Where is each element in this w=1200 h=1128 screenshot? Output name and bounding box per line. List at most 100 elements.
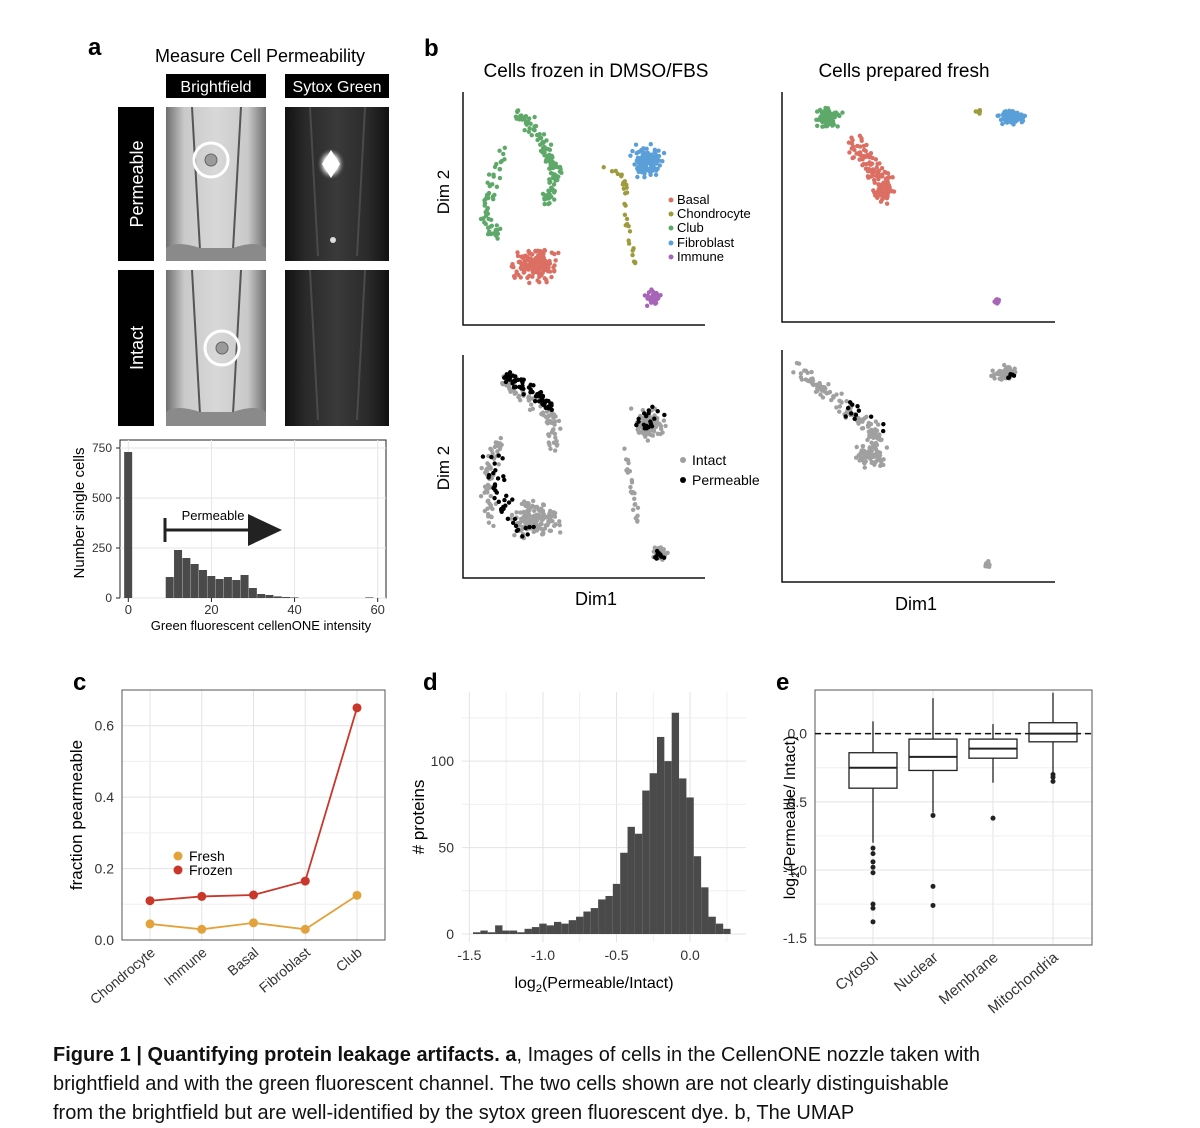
- umap-point-club: [547, 201, 552, 206]
- y-tick-label: 0.2: [95, 861, 115, 877]
- umap-point-club: [529, 132, 534, 138]
- series-point: [145, 896, 155, 906]
- umap-point-intact: [485, 511, 491, 517]
- box-body: [848, 752, 898, 789]
- umap-point-fibroblast: [635, 166, 640, 171]
- umap-point-intact: [867, 452, 872, 457]
- umap-point-fibroblast: [645, 161, 650, 166]
- umap-point-intact: [529, 504, 535, 509]
- umap-point-fibroblast: [660, 158, 665, 164]
- umap-point-club: [551, 182, 557, 187]
- umap-point-fibroblast: [654, 168, 659, 173]
- umap-point-basal: [875, 161, 880, 167]
- umap-point-basal: [882, 169, 887, 175]
- series-point: [300, 924, 310, 934]
- umap-point-fibroblast: [639, 156, 644, 162]
- umap-point-basal: [553, 258, 558, 263]
- hist-bar: [693, 856, 702, 934]
- permeability-legend: Intact Permeable: [680, 452, 760, 488]
- umap-point-intact: [810, 381, 815, 387]
- umap-point-permeable: [515, 527, 521, 533]
- umap-point-basal: [537, 279, 542, 285]
- legend-label: Frozen: [189, 862, 233, 878]
- umap-xlabel-left: Dim1: [575, 589, 617, 609]
- umap-point-club: [542, 201, 547, 207]
- umap-point-intact: [629, 477, 635, 483]
- umap-point-intact: [820, 395, 826, 400]
- hist-bar: [124, 452, 133, 598]
- umap-point-intact: [498, 435, 503, 441]
- umap-point-permeable: [502, 497, 507, 503]
- umap-point-club: [523, 114, 529, 119]
- hist-bar: [165, 577, 174, 598]
- umap-title-fresh: Cells prepared fresh: [818, 61, 989, 82]
- umap-point-club: [485, 232, 491, 237]
- umap-point-club: [542, 197, 547, 202]
- umap-point-basal: [847, 150, 852, 155]
- umap-point-intact: [531, 508, 537, 514]
- umap-point-basal: [861, 147, 867, 153]
- umap-point-club: [540, 140, 545, 146]
- legend-club: Club: [677, 220, 704, 235]
- umap-point-intact: [496, 462, 501, 467]
- umap-point-intact: [553, 522, 558, 527]
- umap-point-basal: [542, 276, 548, 281]
- umap-point-intact: [875, 422, 881, 427]
- umap-point-intact: [556, 418, 562, 424]
- hist-bar: [182, 558, 191, 598]
- umap-point-intact: [862, 460, 867, 466]
- hist-bar: [487, 932, 496, 934]
- hist-bar: [583, 911, 591, 934]
- sytox-intact-image: [285, 269, 389, 426]
- umap-point-intact: [658, 426, 664, 432]
- umap-point-basal: [850, 146, 855, 151]
- umap-point-basal: [879, 166, 885, 171]
- umap-point-basal: [885, 194, 890, 199]
- series-point: [352, 890, 362, 900]
- umap-point-intact: [479, 465, 484, 471]
- row-label-intact-bg: [118, 270, 154, 426]
- umap-point-intact: [809, 376, 814, 382]
- legend-immune: Immune: [677, 249, 724, 264]
- box-outlier: [990, 815, 996, 821]
- umap-point-intact: [484, 488, 490, 493]
- umap-point-intact: [529, 402, 534, 407]
- hist-bar: [656, 736, 665, 934]
- umap-point-basal: [880, 173, 885, 179]
- umap-point-club: [546, 192, 551, 198]
- umap-point-intact: [869, 448, 874, 454]
- umap-point-basal: [535, 248, 540, 254]
- umap-point-intact: [844, 398, 849, 404]
- umap-point-permeable: [648, 419, 653, 424]
- box-body: [908, 738, 958, 772]
- umap-point-basal: [868, 150, 874, 156]
- umap-point-club: [824, 117, 829, 122]
- umap-point-intact: [628, 489, 634, 494]
- umap-point-basal: [547, 261, 552, 267]
- umap-point-intact: [796, 361, 802, 366]
- umap-point-intact: [881, 462, 886, 468]
- umap-point-basal: [883, 176, 889, 182]
- umap-point-permeable: [650, 404, 655, 409]
- umap-point-club: [487, 183, 492, 189]
- umap-point-club: [497, 175, 503, 181]
- hist-bar: [649, 773, 657, 934]
- umap-point-fibroblast: [642, 174, 647, 180]
- umap-point-intact: [874, 428, 880, 433]
- hist-bar: [502, 930, 510, 934]
- umap-point-fibroblast: [995, 113, 1000, 119]
- box-outlier: [870, 851, 876, 857]
- umap-point-intact: [854, 444, 859, 450]
- hist-bar: [598, 899, 606, 934]
- umap-point-permeable: [510, 520, 516, 526]
- box-outlier: [930, 812, 936, 818]
- umap-point-permeable: [845, 405, 851, 411]
- umap-point-fibroblast: [628, 153, 633, 158]
- umap-point-fibroblast: [1020, 118, 1026, 124]
- umap-point-basal: [870, 171, 876, 176]
- umap-point-basal: [882, 180, 888, 185]
- umap-point-immune: [648, 297, 653, 302]
- umap-point-intact: [837, 398, 842, 403]
- umap-point-club: [497, 166, 503, 172]
